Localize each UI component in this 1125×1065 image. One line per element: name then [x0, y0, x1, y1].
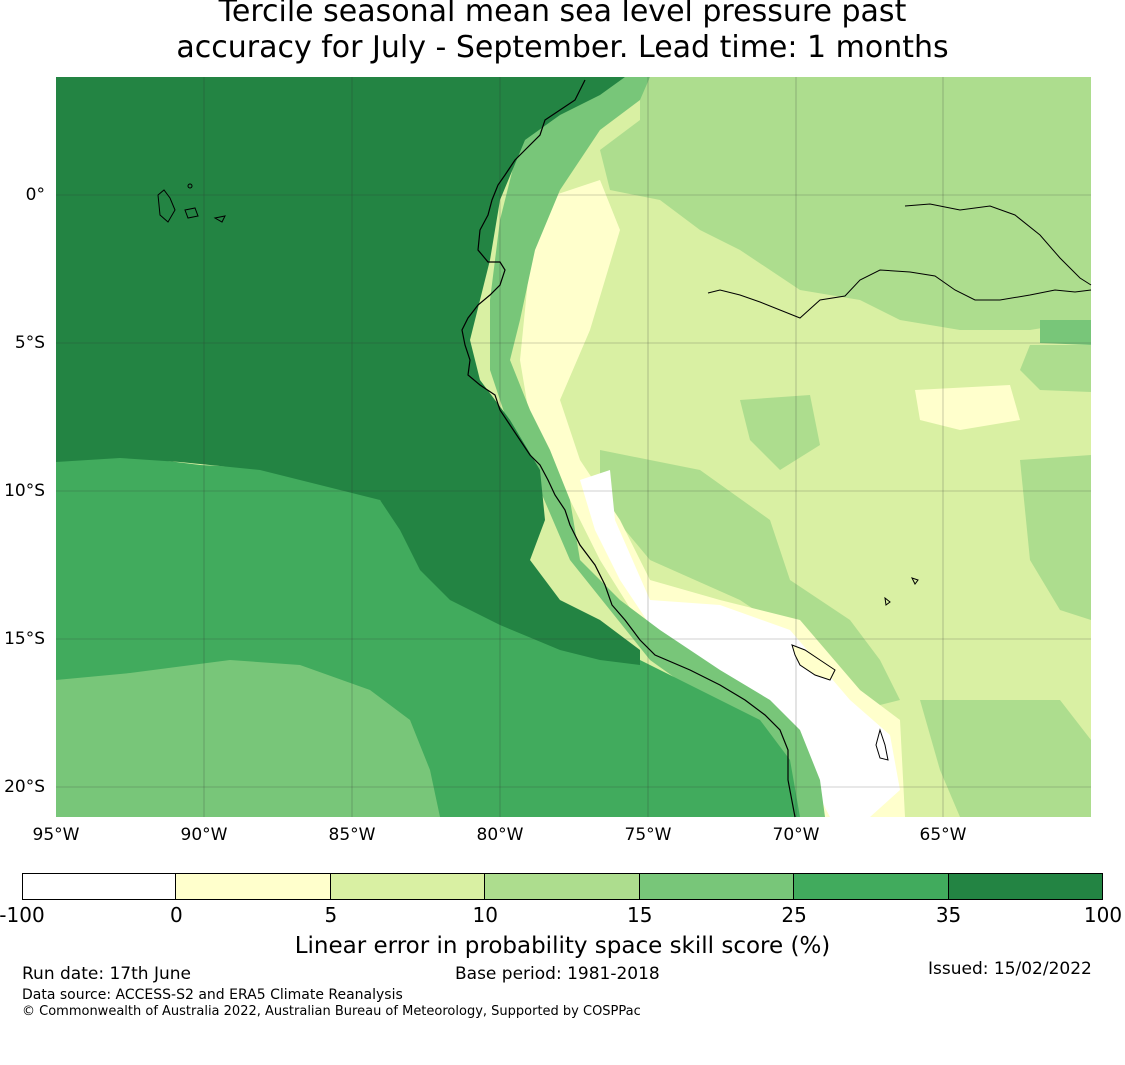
lon-label-80w: 80°W	[477, 825, 524, 845]
island-santa-cruz	[184, 207, 199, 219]
skill-region-ocean-southwest	[56, 660, 440, 817]
colorbar-tick-6: 35	[935, 903, 962, 927]
colorbar-segment-2	[330, 873, 486, 900]
colorbar-tick-0: -100	[0, 903, 45, 927]
lon-label-65w: 65°W	[920, 825, 967, 845]
graticule	[56, 77, 1091, 817]
colorbar-tick-7: 100	[1083, 903, 1123, 927]
colorbar-segment-1	[176, 873, 331, 900]
coastline	[461, 79, 796, 818]
lake-small-2	[884, 596, 891, 606]
colorbar-tick-5: 25	[781, 903, 807, 927]
lake-poopo	[875, 728, 889, 761]
galapagos-islands	[157, 183, 226, 223]
skill-region-mid-land	[600, 450, 900, 710]
title-line-1: Tercile seasonal mean sea level pressure…	[218, 0, 907, 29]
colorbar-tick-3: 10	[472, 903, 499, 927]
lake-titicaca	[791, 644, 836, 681]
colorbar-tick-4: 15	[626, 903, 653, 927]
lon-label-85w: 85°W	[329, 825, 376, 845]
island-fernandina	[213, 215, 226, 223]
skill-region-east-land	[1020, 345, 1091, 392]
colorbar-tick-1: 0	[170, 903, 183, 927]
skill-region-north-land	[600, 77, 1091, 330]
colorbar-segment-6	[948, 873, 1103, 900]
map-title: Tercile seasonal mean sea level pressure…	[0, 0, 1125, 66]
data-source: Data source: ACCESS-S2 and ERA5 Climate …	[22, 987, 403, 1003]
lat-label-10s: 10°S	[4, 481, 45, 501]
copyright: © Commonwealth of Australia 2022, Austra…	[22, 1004, 641, 1019]
skill-map: 95°W 90°W 85°W 80°W 75°W 70°W 65°W 0° 5°…	[4, 77, 1092, 845]
lat-label-5s: 5°S	[15, 333, 45, 353]
skill-region-south-land	[920, 700, 1091, 817]
skill-region-ocean-high	[56, 77, 640, 665]
colorbar-tick-2: 5	[324, 903, 338, 927]
base-period: Base period: 1981-2018	[455, 964, 660, 984]
colorbar-segment-0	[22, 873, 177, 900]
river-amazon	[707, 269, 1092, 319]
colorbar-label: Linear error in probability space skill …	[294, 933, 831, 959]
skill-region-northeast-land	[1040, 320, 1091, 345]
lat-label-20s: 20°S	[4, 777, 45, 797]
river-negro	[904, 203, 1092, 286]
run-date: Run date: 17th June	[22, 964, 191, 984]
lon-label-95w: 95°W	[33, 825, 80, 845]
title-line-2: accuracy for July - September. Lead time…	[176, 30, 949, 65]
lake-small-1	[911, 577, 919, 585]
lat-label-0: 0°	[26, 185, 45, 205]
lon-label-70w: 70°W	[773, 825, 820, 845]
skill-region-east-lower	[915, 385, 1020, 430]
skill-region-negative	[580, 470, 900, 817]
lon-label-90w: 90°W	[181, 825, 228, 845]
lat-label-15s: 15°S	[4, 629, 45, 649]
colorbar-segment-5	[794, 873, 949, 900]
lon-label-75w: 75°W	[625, 825, 672, 845]
island-isabela	[157, 189, 176, 223]
island-islet	[187, 183, 193, 189]
issued-date: Issued: 15/02/2022	[928, 959, 1092, 979]
colorbar-segment-3	[485, 873, 640, 900]
skill-region-southeast-land	[1020, 455, 1091, 620]
skill-region-central-land	[740, 395, 820, 470]
colorbar-segment-4	[639, 873, 795, 900]
